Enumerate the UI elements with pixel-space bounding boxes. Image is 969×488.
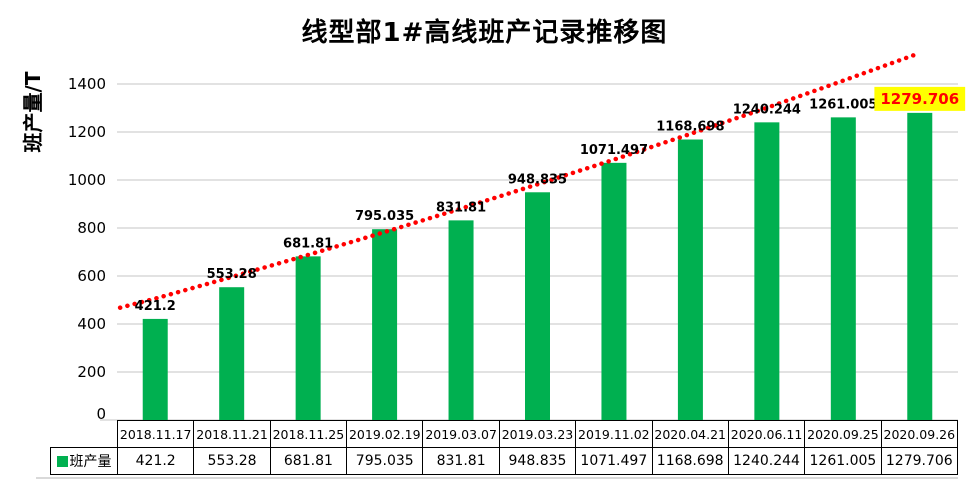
- highlight-box: [874, 86, 966, 111]
- date-cell: 2018.11.17: [116, 420, 195, 448]
- date-cell: 2020.06.11: [727, 420, 806, 448]
- date-cell: 2019.03.23: [498, 420, 577, 448]
- bar: [677, 139, 703, 420]
- chart-bottom-border: [36, 477, 958, 479]
- value-cell: 948.835: [498, 447, 577, 475]
- date-cell: 2020.09.26: [880, 420, 959, 448]
- bar: [830, 117, 856, 421]
- date-header-row: 2018.11.17 2018.11.21 2018.11.25 2019.02.19…: [51, 420, 959, 448]
- bar: [601, 162, 627, 421]
- bar: [372, 229, 398, 420]
- bar-value-label: 948.835: [508, 172, 567, 187]
- bar-value-label: 1168.698: [656, 120, 724, 135]
- value-cell: 421.2: [116, 447, 195, 475]
- bar-value-label-highlighted: 1279.706: [880, 90, 959, 108]
- bar-value-label: 1261.005: [809, 97, 877, 112]
- bar-value-label: 421.2: [135, 299, 176, 314]
- date-cell: 2018.11.25: [269, 420, 348, 448]
- value-cell: 831.81: [422, 447, 500, 475]
- value-cell: 795.035: [346, 447, 424, 475]
- y-tick-label: 1200: [68, 123, 106, 141]
- y-tick-label: 800: [77, 219, 106, 237]
- y-tick-label: 600: [77, 267, 106, 285]
- value-cell: 1071.497: [575, 447, 653, 475]
- date-cell: 2020.04.21: [651, 420, 729, 448]
- bar: [448, 220, 474, 420]
- table-corner-empty: [51, 421, 118, 448]
- bar: [907, 112, 933, 421]
- value-cell: 1240.244: [727, 447, 806, 475]
- date-cell: 2019.02.19: [346, 420, 424, 448]
- bar-value-label: 553.28: [207, 267, 257, 282]
- bar: [142, 318, 168, 420]
- legend-cell: 班产量: [50, 447, 118, 475]
- chart-title: 线型部1#高线班产记录推移图: [301, 18, 668, 48]
- bar: [754, 122, 780, 421]
- bar-value-label: 831.81: [436, 200, 486, 215]
- bar: [219, 287, 245, 420]
- bar: [525, 192, 550, 420]
- legend-marker-icon: [56, 455, 68, 467]
- trendline: [117, 50, 923, 310]
- y-tick-label: 1000: [68, 171, 106, 189]
- value-cell: 1168.698: [651, 447, 729, 475]
- y-tick-label: 0: [96, 405, 106, 423]
- bar-value-label: 795.035: [355, 209, 414, 224]
- bar-value-label: 1071.497: [580, 143, 648, 158]
- value-cell: 1279.706: [880, 447, 959, 475]
- bar-value-label: 681.81: [283, 236, 333, 251]
- y-tick-label: 400: [77, 315, 106, 333]
- legend-label: 班产量: [69, 454, 112, 470]
- value-cell: 681.81: [269, 447, 348, 475]
- value-cell: 553.28: [193, 447, 271, 475]
- date-cell: 2020.09.25: [804, 420, 882, 448]
- y-tick-label: 1400: [68, 75, 106, 93]
- value-cell: 1261.005: [804, 447, 882, 475]
- data-table: 2018.11.17 2018.11.21 2018.11.25 2019.02.19…: [50, 420, 959, 475]
- bar-value-label: 1240.244: [733, 102, 801, 117]
- value-row: 班产量 421.2 553.28 681.81 795.035 831.81 948.835…: [50, 447, 959, 475]
- date-cell: 2018.11.21: [193, 420, 271, 448]
- date-cell: 2019.11.02: [575, 420, 653, 448]
- y-tick-label: 200: [77, 363, 106, 381]
- date-cell: 2019.03.07: [422, 420, 500, 448]
- bar: [295, 256, 321, 420]
